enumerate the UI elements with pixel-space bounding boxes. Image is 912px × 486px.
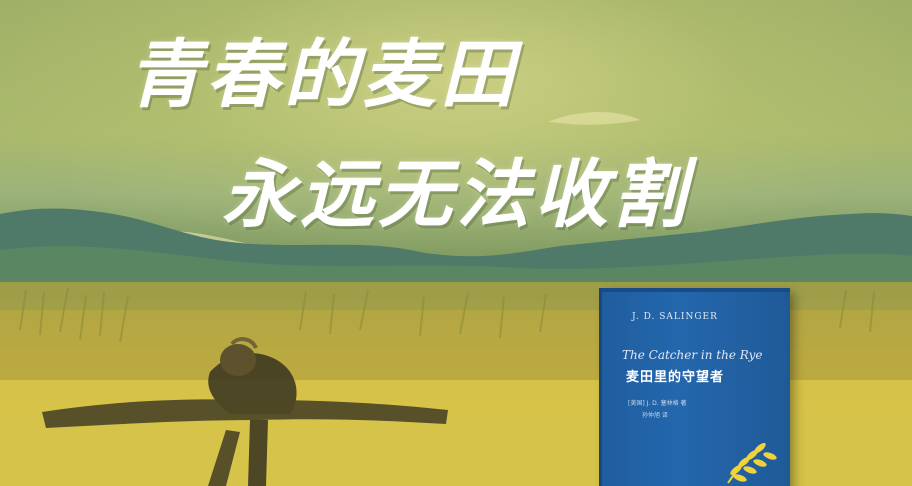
headline-line-2: 永远无法收割 — [222, 152, 690, 238]
wheat-stalks — [19, 287, 875, 343]
book-top-strip — [602, 288, 790, 292]
book-author-credit: [美国] J. D. 塞林格 著 — [628, 400, 687, 407]
headline-line-1: 青春的麦田 — [128, 32, 518, 118]
wheat-icon — [727, 442, 777, 484]
book-author: J. D. SALINGER — [632, 312, 718, 322]
book-title-en: The Catcher in the Rye — [622, 348, 763, 362]
book-title-cn: 麦田里的守望者 — [626, 370, 725, 385]
book-translator-credit: 孙仲旭 译 — [642, 412, 668, 419]
cloud-swirl-right — [548, 112, 640, 125]
sky-glow — [0, 0, 912, 260]
book-cover: J. D. SALINGER The Catcher in the Rye 麦田… — [602, 288, 790, 486]
scarecrow-figure — [42, 337, 448, 486]
